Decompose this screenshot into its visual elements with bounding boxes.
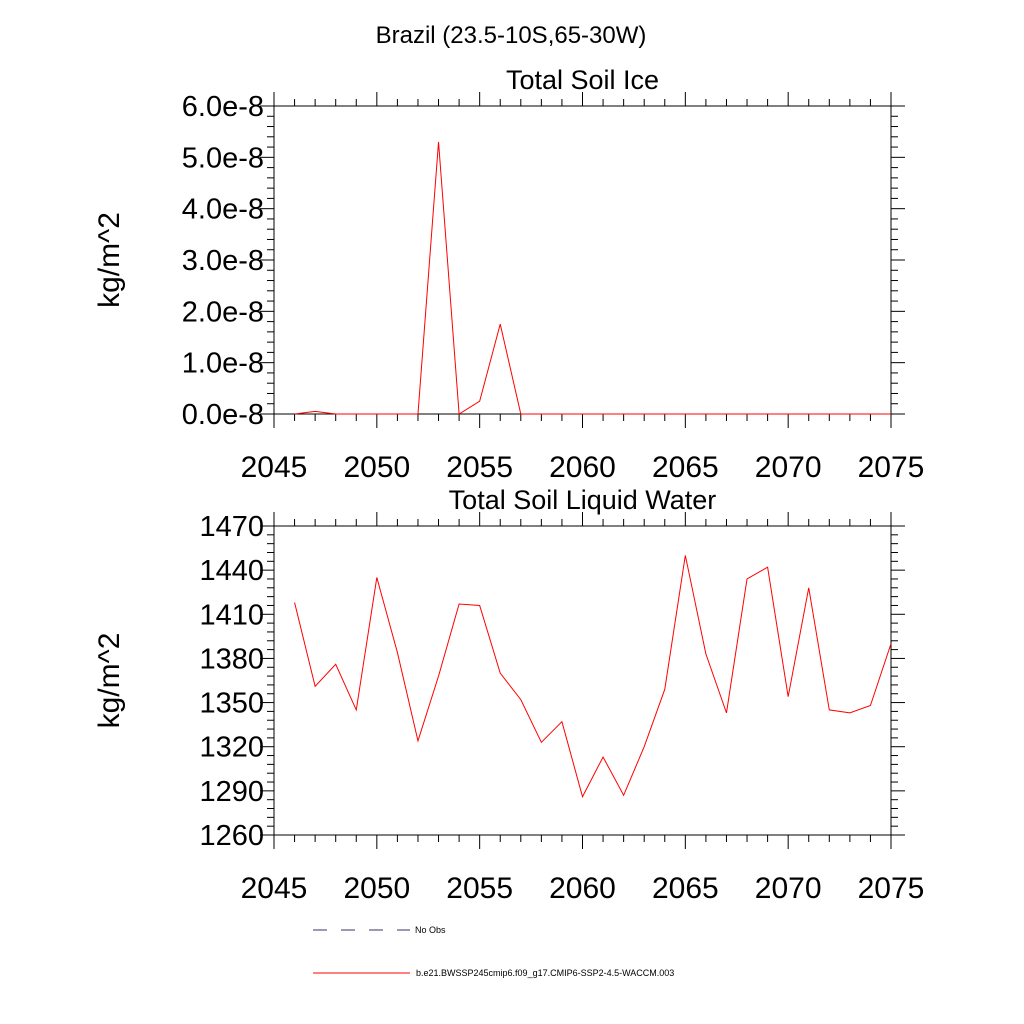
chart-0-ylabel: kg/m^2	[93, 212, 126, 308]
legend-obs-label: No Obs	[415, 925, 446, 935]
chart-1-xtick-label: 2065	[652, 872, 719, 905]
chart-1-xtick-label: 2070	[755, 872, 822, 905]
chart-1-ytick-label: 1320	[199, 732, 264, 764]
chart-1-ytick-label: 1410	[199, 599, 264, 631]
chart-0-xtick-label: 2055	[446, 451, 513, 484]
chart-0-xtick-label: 2045	[241, 451, 308, 484]
chart-0-ytick-label: 4.0e-8	[182, 194, 264, 226]
chart-1-xtick-label: 2075	[858, 872, 925, 905]
chart-0-xtick-label: 2070	[755, 451, 822, 484]
chart-0-ytick-label: 5.0e-8	[182, 142, 264, 174]
chart-0-plot-frame	[273, 105, 892, 415]
chart-1-xtick-label: 2060	[549, 872, 616, 905]
chart-0-xtick-label: 2065	[652, 451, 719, 484]
chart-1-ytick-label: 1350	[199, 688, 264, 720]
panel-total-soil-ice: Total Soil Ice kg/m^2 2045 2050 2055 2060 2065…	[93, 65, 924, 484]
chart-1-ytick-label: 1470	[199, 511, 264, 543]
chart-1-plot-frame	[273, 525, 892, 836]
chart-1-xtick-label: 2050	[343, 872, 410, 905]
chart-0-xtick-label: 2075	[858, 451, 925, 484]
chart-0-ytick-label: 3.0e-8	[182, 245, 264, 277]
legend-model-label: b.e21.BWSSP245cmip6.f09_g17.CMIP6-SSP2-4…	[416, 968, 674, 978]
chart-0-ytick-label: 1.0e-8	[182, 348, 264, 380]
chart-0-ytick-label: 0.0e-8	[182, 399, 264, 431]
chart-1-ytick-label: 1380	[199, 643, 264, 675]
chart-1-xtick-label: 2045	[241, 872, 308, 905]
chart-1-title: Total Soil Liquid Water	[449, 485, 717, 515]
chart-0-series-line-0	[294, 141, 891, 415]
chart-0-ytick-label: 2.0e-8	[182, 296, 264, 328]
panel-total-soil-liquid-water: Total Soil Liquid Water kg/m^2 2045 2050 205…	[93, 485, 924, 905]
chart-1-ytick-label: 1290	[199, 776, 264, 808]
chart-0-xtick-label: 2050	[343, 451, 410, 484]
chart-0-title: Total Soil Ice	[506, 65, 659, 95]
chart-1-series-line-0	[294, 555, 892, 799]
chart-0-xtick-label: 2060	[549, 451, 616, 484]
legend: No Obs b.e21.BWSSP245cmip6.f09_g17.CMIP6…	[313, 925, 674, 978]
chart-1-ytick-label: 1440	[199, 555, 264, 587]
figure-suptitle: Brazil (23.5-10S,65-30W)	[376, 22, 647, 49]
chart-1-ylabel: kg/m^2	[93, 633, 126, 729]
chart-0-ytick-label: 6.0e-8	[182, 91, 264, 123]
chart-1-xtick-label: 2055	[446, 872, 513, 905]
chart-1-ytick-label: 1260	[199, 820, 264, 852]
